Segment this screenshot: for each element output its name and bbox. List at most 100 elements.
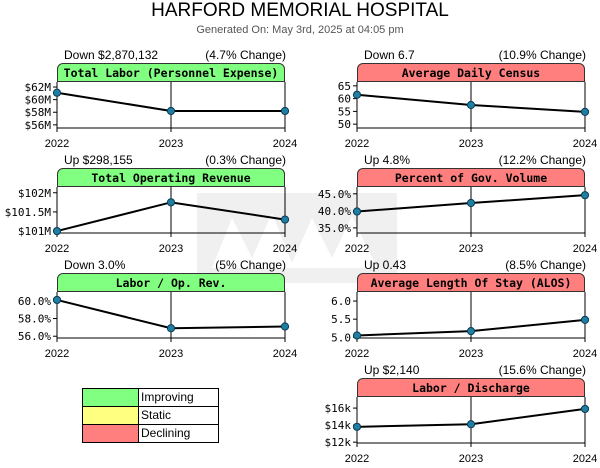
y-tick-label: $101.5M [5, 206, 52, 219]
x-tick-label: 2022 [345, 453, 369, 465]
change-summary: Down 6.7 [364, 48, 415, 62]
page-title: HARFORD MEMORIAL HOSPITAL [151, 0, 449, 21]
data-point [52, 295, 62, 305]
data-point [580, 107, 590, 117]
y-tick-label: $16k [325, 402, 352, 415]
x-tick-label: 2023 [459, 348, 483, 360]
data-point [580, 404, 590, 414]
x-tick-label: 2024 [573, 453, 597, 465]
x-tick-label: 2022 [345, 348, 369, 360]
x-tick-label: 2022 [45, 138, 69, 150]
kpi-panel-percent-gov-volume: 45.0% 40.0% 35.0% 2022 2023 2024 Up 4.8% (12.2%… [300, 153, 600, 258]
y-tick-label: 50 [338, 118, 351, 131]
data-point [466, 327, 476, 336]
line-chart: 6.0 5.5 5.0 2022 2023 2024 [331, 292, 597, 360]
x-tick-label: 2023 [459, 138, 483, 150]
x-tick-label: 2023 [159, 243, 183, 255]
x-tick-label: 2024 [573, 138, 597, 150]
data-point [166, 198, 176, 207]
legend-item-improving: Improving [83, 389, 218, 407]
y-tick-label: $62M [25, 81, 52, 94]
y-tick-label: $102M [18, 187, 51, 200]
chart-title-banner: Labor / Op. Rev. [57, 273, 285, 292]
y-tick-label: 45.0% [318, 188, 351, 201]
line-chart: 60.0% 58.0% 56.0% 2022 2023 2024 [18, 292, 297, 360]
y-tick-label: 55 [338, 105, 351, 118]
data-point [352, 90, 362, 99]
data-point [580, 191, 590, 200]
kpi-panel-labor-discharge: $16k $14k $12k 2022 2023 2024 Up $2,140 (15.6% … [300, 363, 600, 468]
y-tick-label: $101M [18, 225, 51, 238]
chart-title-banner: Labor / Discharge [357, 378, 585, 397]
line-chart: $62M$60M$58M$56M 2022 2023 2024 [25, 81, 298, 150]
x-tick-label: 2022 [45, 348, 69, 360]
legend-swatch-static [83, 407, 139, 424]
x-tick-label: 2022 [345, 138, 369, 150]
data-point [52, 226, 62, 236]
y-tick-label: 60 [338, 93, 351, 106]
x-tick-label: 2023 [459, 243, 483, 255]
data-point [352, 207, 362, 216]
change-summary: Up $298,155 [64, 153, 133, 167]
legend-label: Declining [141, 426, 191, 440]
y-tick-label: 5.0 [331, 331, 351, 344]
change-summary: Up 4.8% [364, 153, 411, 167]
y-tick-label: 65 [338, 80, 351, 93]
legend-item-declining: Declining [83, 425, 218, 442]
change-percent: (0.3% Change) [205, 153, 286, 167]
x-tick-label: 2023 [159, 138, 183, 150]
line-chart: $16k $14k $12k 2022 2023 2024 [325, 397, 597, 465]
y-tick-label: $60M [25, 94, 52, 107]
x-tick-label: 2023 [459, 453, 483, 465]
generated-timestamp: Generated On: May 3rd, 2025 at 04:05 pm [196, 24, 404, 36]
x-tick-label: 2023 [159, 348, 183, 360]
data-point [280, 322, 290, 331]
data-point [280, 106, 290, 116]
y-tick-label: 58.0% [18, 313, 51, 326]
data-point [466, 100, 476, 110]
data-point [466, 420, 476, 429]
chart-title-banner: Average Daily Census [357, 63, 585, 82]
data-point [52, 88, 62, 97]
change-percent: (10.9% Change) [498, 48, 586, 62]
chart-title-banner: Average Length Of Stay (ALOS) [357, 273, 585, 292]
line-chart: $102M $101.5M $101M 2022 2023 2024 [5, 187, 298, 255]
data-point [166, 106, 176, 116]
y-tick-label: 6.0 [331, 295, 351, 308]
x-tick-label: 2022 [45, 243, 69, 255]
change-summary: Down 3.0% [64, 258, 126, 272]
chart-title-banner: Percent of Gov. Volume [357, 168, 585, 187]
y-tick-label: 5.5 [331, 313, 351, 326]
y-tick-label: 35.0% [318, 222, 351, 235]
legend-swatch-declining [83, 425, 139, 442]
kpi-panel-avg-length-of-stay: 6.0 5.5 5.0 2022 2023 2024 Up 0.43 (8.5% Change… [300, 258, 600, 363]
watermark-logo [197, 193, 397, 283]
data-point [352, 331, 362, 340]
legend-label: Improving [141, 390, 194, 404]
change-percent: (12.2% Change) [498, 153, 586, 167]
chart-title-banner: Total Operating Revenue [57, 168, 285, 187]
y-tick-label: 60.0% [18, 295, 51, 308]
x-tick-label: 2024 [273, 138, 297, 150]
y-tick-label: $12k [325, 436, 352, 449]
change-percent: (8.5% Change) [505, 258, 586, 272]
y-tick-label: $14k [325, 419, 352, 432]
x-tick-label: 2024 [273, 348, 297, 360]
kpi-panel-avg-daily-census: 65 60 55 50 2022 2023 2024 Down 6.7 (10.9% Chang… [300, 48, 600, 153]
data-point [280, 215, 290, 224]
change-summary: Up $2,140 [364, 363, 420, 377]
line-chart: 45.0% 40.0% 35.0% 2022 2023 2024 [318, 187, 597, 255]
status-legend: Improving Static Declining [82, 388, 219, 443]
change-summary: Up 0.43 [364, 258, 407, 272]
kpi-panel-total-labor: $62M $60M $58M $56M 2022 2023 2024 Down $2,870,… [0, 48, 300, 153]
kpi-panel-labor-op-rev: 60.0% 58.0% 56.0% 2022 2023 2024 Down 3.0% (5% … [0, 258, 300, 363]
y-tick-label: $56M [25, 119, 52, 132]
data-point [580, 315, 590, 324]
kpi-panel-total-operating-revenue: $102M $101.5M $101M 2022 2023 2024 Up $298,155… [0, 153, 300, 258]
x-tick-label: 2024 [573, 348, 597, 360]
data-point [466, 198, 476, 208]
legend-label: Static [141, 408, 172, 422]
x-tick-label: 2024 [573, 243, 597, 255]
x-tick-label: 2024 [273, 243, 297, 255]
